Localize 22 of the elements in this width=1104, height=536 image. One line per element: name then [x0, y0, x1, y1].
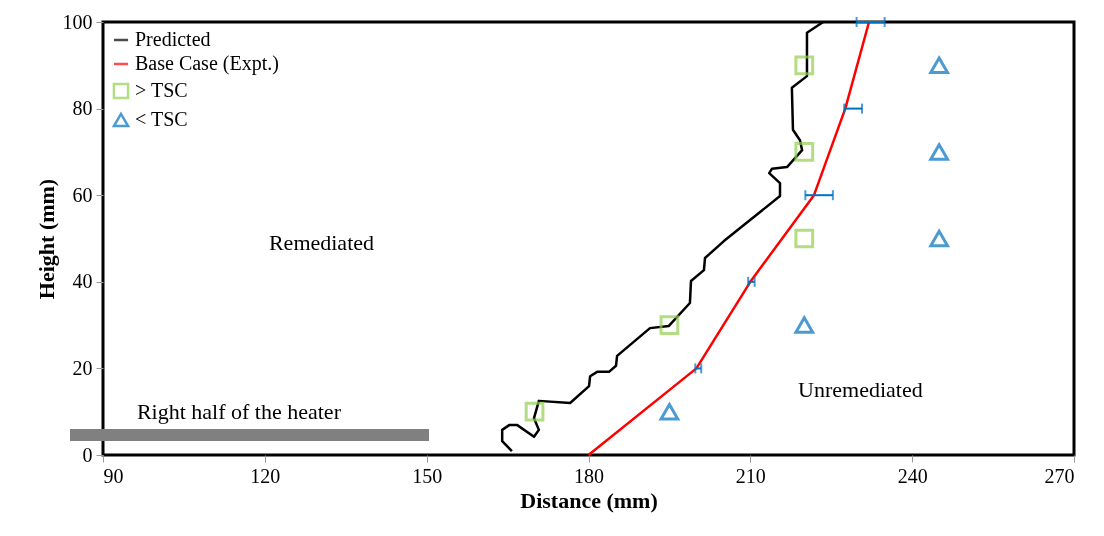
y-tick-label: 0 [82, 443, 93, 466]
x-axis-title: Distance (mm) [520, 487, 658, 513]
annotation: Remediated [268, 229, 375, 255]
x-tick-label: 270 [1044, 464, 1075, 487]
y-tick-label: 80 [72, 97, 93, 120]
legend-label: < TSC [135, 108, 188, 130]
legend-label: Predicted [135, 28, 211, 50]
legend-label: > TSC [135, 79, 188, 101]
x-tick-label: 90 [103, 464, 124, 487]
annotation: Unremediated [798, 377, 923, 403]
y-tick-label: 20 [72, 356, 93, 379]
annotation: Right half of the heater [136, 398, 342, 424]
x-tick-label: 180 [574, 464, 604, 487]
y-tick-label: 100 [62, 10, 93, 33]
x-tick-label: 240 [897, 464, 928, 487]
x-tick-label: 120 [250, 464, 281, 487]
x-tick-label: 150 [412, 464, 443, 487]
legend-label: Base Case (Expt.) [135, 52, 279, 75]
y-tick-label: 40 [72, 270, 93, 293]
y-axis-title: Height (mm) [33, 178, 59, 300]
y-tick-label: 60 [72, 183, 93, 206]
x-tick-label: 210 [735, 464, 766, 487]
